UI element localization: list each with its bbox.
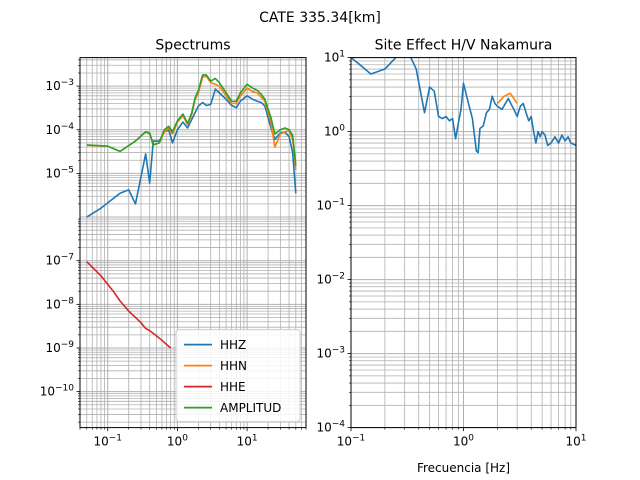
spectrums-axes: 10−1 100 10110−1010−910−810−710−510−410−3 … (40, 38, 307, 449)
figure-title: CATE 335.34[km] (259, 10, 381, 26)
hv-title: Site Effect H/V Nakamura (375, 38, 553, 54)
hv-x-axis-label: Frecuencia [Hz] (417, 461, 510, 475)
spectrums-series (86, 74, 297, 349)
legend-label-hhz: HHZ (220, 338, 246, 352)
hv-x-tick-label: 10−1 (337, 434, 366, 449)
hv-series (351, 57, 576, 154)
legend-label-amplitud: AMPLITUD (220, 401, 281, 415)
hv-y-tick-label: 101 (324, 50, 345, 65)
hv-line-series-1 (351, 57, 576, 154)
spectrums-y-tick-label: 10−7 (45, 253, 74, 268)
legend-box (175, 329, 301, 423)
hv-y-tick-label: 10−4 (316, 420, 345, 435)
spectrums-y-tick-label: 10−8 (45, 296, 74, 311)
legend-label-hhn: HHN (220, 359, 247, 373)
hv-line-series-0 (496, 92, 518, 105)
spectrums-x-tick-label: 101 (237, 434, 258, 449)
spectrums-y-tick-label: 10−10 (40, 384, 75, 399)
hv-y-tick-label: 10−1 (316, 198, 345, 213)
spectrums-x-tick-label: 10−1 (93, 434, 122, 449)
hv-axes: 10−1 100 101 10−4 10−3 10−2 10−1 100 101 Site Ef… (316, 38, 586, 476)
spectrums-x-tick-label: 100 (167, 434, 188, 449)
hv-grid (350, 57, 577, 429)
legend-label-hhe: HHE (220, 380, 246, 394)
spectrums-frame (79, 57, 307, 429)
spectrums-y-tick-label: 10−4 (45, 122, 74, 137)
spectrums-y-tick-label: 10−9 (45, 340, 74, 355)
spectrums-line-hhe (86, 261, 172, 349)
hv-ticks: 10−1 100 101 10−4 10−3 10−2 10−1 100 101 (316, 50, 586, 449)
spectrums-line-hhz (86, 88, 297, 218)
hv-y-tick-label: 10−3 (316, 346, 345, 361)
spectrums-title: Spectrums (155, 38, 230, 54)
spectrums-legend: HHZ HHN HHE AMPLITUD (175, 329, 301, 423)
spectrums-y-tick-label: 10−5 (45, 165, 74, 180)
spectrums-ticks: 10−1 100 101 10−10 10−9 10−8 10−7 10−5 10−4 10−3 (40, 59, 307, 449)
spectrums-line-amplitud (86, 74, 297, 166)
spectrums-y-tick-label: 10−3 (45, 78, 74, 93)
hv-x-tick-label: 100 (453, 434, 474, 449)
hv-y-tick-label: 100 (324, 124, 345, 139)
hv-y-tick-label: 10−2 (316, 272, 345, 287)
hv-x-tick-label: 101 (565, 434, 586, 449)
